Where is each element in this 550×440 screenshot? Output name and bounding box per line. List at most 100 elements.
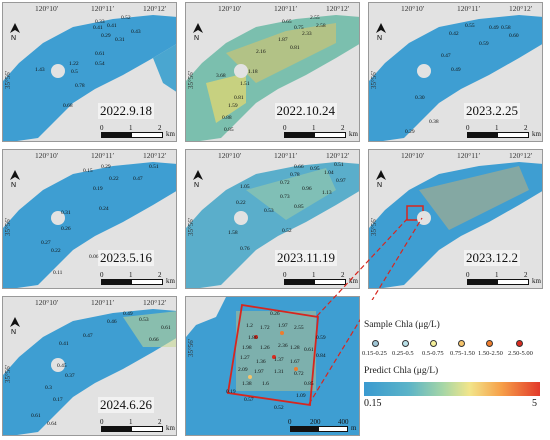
- zoom-sample-value: 1.27: [240, 355, 250, 361]
- sample-value: 0.47: [83, 333, 93, 339]
- scale-label: 400: [338, 418, 349, 426]
- sample-value: 0.24: [99, 206, 109, 212]
- sample-value: 0.97: [336, 178, 346, 184]
- sample-value: 0.81: [290, 45, 300, 51]
- zoom-map-panel: 0.26 1.2 1.72 1.97 2.55 1.86 0.59 1.98 1…: [185, 296, 360, 436]
- scale-unit: km: [349, 277, 358, 285]
- sample-value: 0.53: [139, 317, 149, 323]
- scale-label: 1: [495, 124, 499, 132]
- sample-value: 0.49: [489, 25, 499, 31]
- panel-date: 2023.5.16: [98, 250, 154, 266]
- svg-text:N: N: [194, 182, 199, 188]
- sample-value: 0.64: [47, 421, 57, 427]
- lon-label-3: 120°12′: [509, 4, 533, 13]
- sample-value: 1.04: [324, 170, 334, 176]
- lon-label-2: 120°11′: [457, 151, 481, 160]
- water-body-map: [369, 162, 542, 288]
- scale-label: 1: [312, 124, 316, 132]
- scale-label: 2: [524, 271, 528, 279]
- lon-label-1: 120°10′: [218, 4, 242, 13]
- sample-value: 0.47: [133, 176, 143, 182]
- scale-unit: km: [166, 130, 175, 138]
- scale-label: 2: [341, 271, 345, 279]
- svg-text:N: N: [11, 182, 16, 188]
- zoom-sample-value: 0.52: [274, 405, 284, 411]
- sample-value: 0.5: [71, 69, 78, 75]
- sample-value: 0.22: [109, 176, 119, 182]
- scale-label: 0: [466, 271, 470, 279]
- zoom-sample-value: 1.86: [248, 335, 258, 341]
- sample-value: 0.37: [65, 373, 75, 379]
- panel-date: 2023.2.25: [464, 103, 520, 119]
- zoom-sample-value: 1.98: [242, 345, 252, 351]
- sample-value: 0.54: [95, 61, 105, 67]
- panel-date: 2023.12.2: [464, 250, 520, 266]
- sample-value: 0.51: [149, 164, 159, 170]
- sample-value: 0.41: [93, 25, 103, 31]
- sample-value: 0.75: [294, 25, 304, 31]
- svg-text:N: N: [377, 35, 382, 41]
- sample-value: 0.45: [57, 363, 67, 369]
- sample-value: 0.66: [149, 337, 159, 343]
- zoom-scale-bar: [290, 426, 348, 432]
- sample-value: 0.31: [115, 37, 125, 43]
- sample-value: 2.58: [316, 23, 326, 29]
- legend-dot: [430, 340, 437, 347]
- sample-value: 0.72: [280, 180, 290, 186]
- scale-label: 2: [158, 418, 162, 426]
- zoom-sample-value: 0.85: [304, 381, 314, 387]
- north-arrow-icon: N: [376, 170, 386, 188]
- sample-value: 0.47: [441, 53, 451, 59]
- scale-unit: km: [532, 277, 541, 285]
- lon-label-2: 120°11′: [274, 4, 298, 13]
- map-panel-2023-11-19: 120°10′ 120°11′ 120°12′ 35°56′ N 0.51 0.…: [185, 149, 360, 289]
- sample-value: 0.49: [451, 67, 461, 73]
- zoom-sample-value: 1.6: [262, 381, 269, 387]
- scale-label: 2: [524, 124, 528, 132]
- zoom-sample-value: 1.38: [242, 381, 252, 387]
- lon-label-1: 120°10′: [401, 4, 425, 13]
- sample-value: 0.52: [282, 228, 292, 234]
- sample-value: 0.55: [465, 23, 475, 29]
- legend: Sample Chla (μg/L) 0.15-0.25 0.25-0.5 0.…: [360, 300, 550, 440]
- scale-label: 200: [310, 418, 321, 426]
- zoom-sample-value: 1.72: [260, 325, 270, 331]
- sample-value: 1.22: [69, 61, 79, 67]
- scale-bar: [467, 279, 529, 285]
- color-ramp: [364, 382, 540, 396]
- svg-text:N: N: [377, 182, 382, 188]
- sample-value: 0.27: [41, 240, 51, 246]
- sample-value: 1.59: [228, 103, 238, 109]
- sample-value: 0.29: [405, 129, 415, 135]
- scale-label: 1: [495, 271, 499, 279]
- sample-value: 2.33: [302, 31, 312, 37]
- zoom-sample-value: 0.72: [294, 371, 304, 377]
- ramp-min-label: 0.15: [364, 398, 382, 409]
- sample-value: 0.65: [282, 19, 292, 25]
- ramp-max-label: 5: [532, 398, 537, 409]
- sample-value: 0.11: [53, 270, 63, 276]
- zoom-sample-value: 2.55: [294, 325, 304, 331]
- zoom-water-map: [186, 297, 359, 435]
- sample-value: 0.15: [83, 168, 93, 174]
- lon-label-1: 120°10′: [35, 4, 59, 13]
- predict-legend-title: Predict Chla (μg/L): [364, 366, 439, 376]
- lon-label-2: 120°11′: [91, 4, 115, 13]
- scale-bar: [101, 279, 163, 285]
- map-panel-2024-6-26: 120°10′ 120°11′ 120°12′ 35°56′ N 0.49 0.…: [2, 296, 177, 436]
- scale-label: 0: [100, 124, 104, 132]
- lon-label-3: 120°12′: [143, 298, 167, 307]
- lon-label-1: 120°10′: [218, 151, 242, 160]
- scale-label: 0: [466, 124, 470, 132]
- scale-unit: km: [349, 130, 358, 138]
- scale-label: 1: [129, 271, 133, 279]
- lon-label-2: 120°11′: [457, 4, 481, 13]
- lon-label-3: 120°12′: [143, 151, 167, 160]
- north-arrow-icon: N: [193, 23, 203, 41]
- sample-value: 0.33: [95, 19, 105, 25]
- sample-value: 0.61: [95, 51, 105, 57]
- water-body-map: [3, 309, 176, 435]
- sample-value: 0.59: [479, 41, 489, 47]
- sample-value: 0.42: [449, 31, 459, 37]
- scale-label: 2: [158, 124, 162, 132]
